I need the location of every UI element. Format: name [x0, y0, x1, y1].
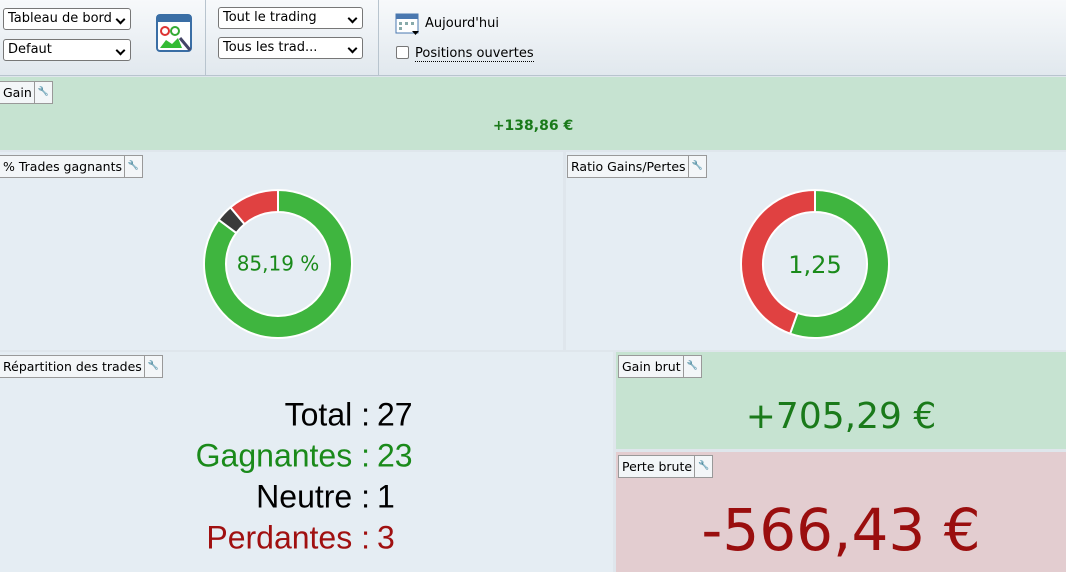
ratio-panel: Ratio Gains/Pertes: [566, 152, 1066, 350]
dashboard-icon[interactable]: [156, 14, 194, 54]
date-button[interactable]: Aujourd'hui: [425, 16, 499, 31]
panel-tab[interactable]: Gain: [0, 81, 53, 104]
gross-loss-panel: Perte brute -566,43 €: [616, 452, 1066, 572]
panel-tab[interactable]: Répartition des trades: [0, 355, 163, 378]
win-rate-panel: % Trades gagnants: [0, 152, 563, 350]
separator: [205, 0, 206, 76]
panel-tab[interactable]: Perte brute: [618, 455, 714, 478]
gross-gain-panel: Gain brut +705,29 €: [616, 352, 1066, 449]
gross-loss-value: -566,43 €: [701, 496, 981, 564]
panel-tab[interactable]: % Trades gagnants: [0, 155, 144, 178]
dropdown[interactable]: Defaut: [3, 39, 131, 61]
toolbar: Tableau de bord Defaut Tout le trading T…: [0, 0, 1066, 76]
dropdown[interactable]: Tous les trad...: [218, 37, 363, 59]
dropdown[interactable]: Tableau de bord: [3, 8, 131, 30]
gain-value: +138,86 €: [492, 118, 574, 134]
checkbox[interactable]: [396, 46, 409, 59]
calendar-icon[interactable]: [395, 12, 421, 36]
dropdown[interactable]: Tout le trading: [218, 7, 363, 29]
gross-gain-value: +705,29 €: [745, 396, 937, 437]
gain-panel: Gain +138,86 €: [0, 77, 1066, 150]
panel-tab[interactable]: Ratio Gains/Pertes: [567, 155, 707, 178]
separator: [378, 0, 379, 76]
panel-tab[interactable]: Gain brut: [618, 355, 702, 378]
distribution-panel: Répartition des trades: [0, 352, 613, 572]
checkbox-label[interactable]: Positions ouvertes: [415, 46, 534, 62]
